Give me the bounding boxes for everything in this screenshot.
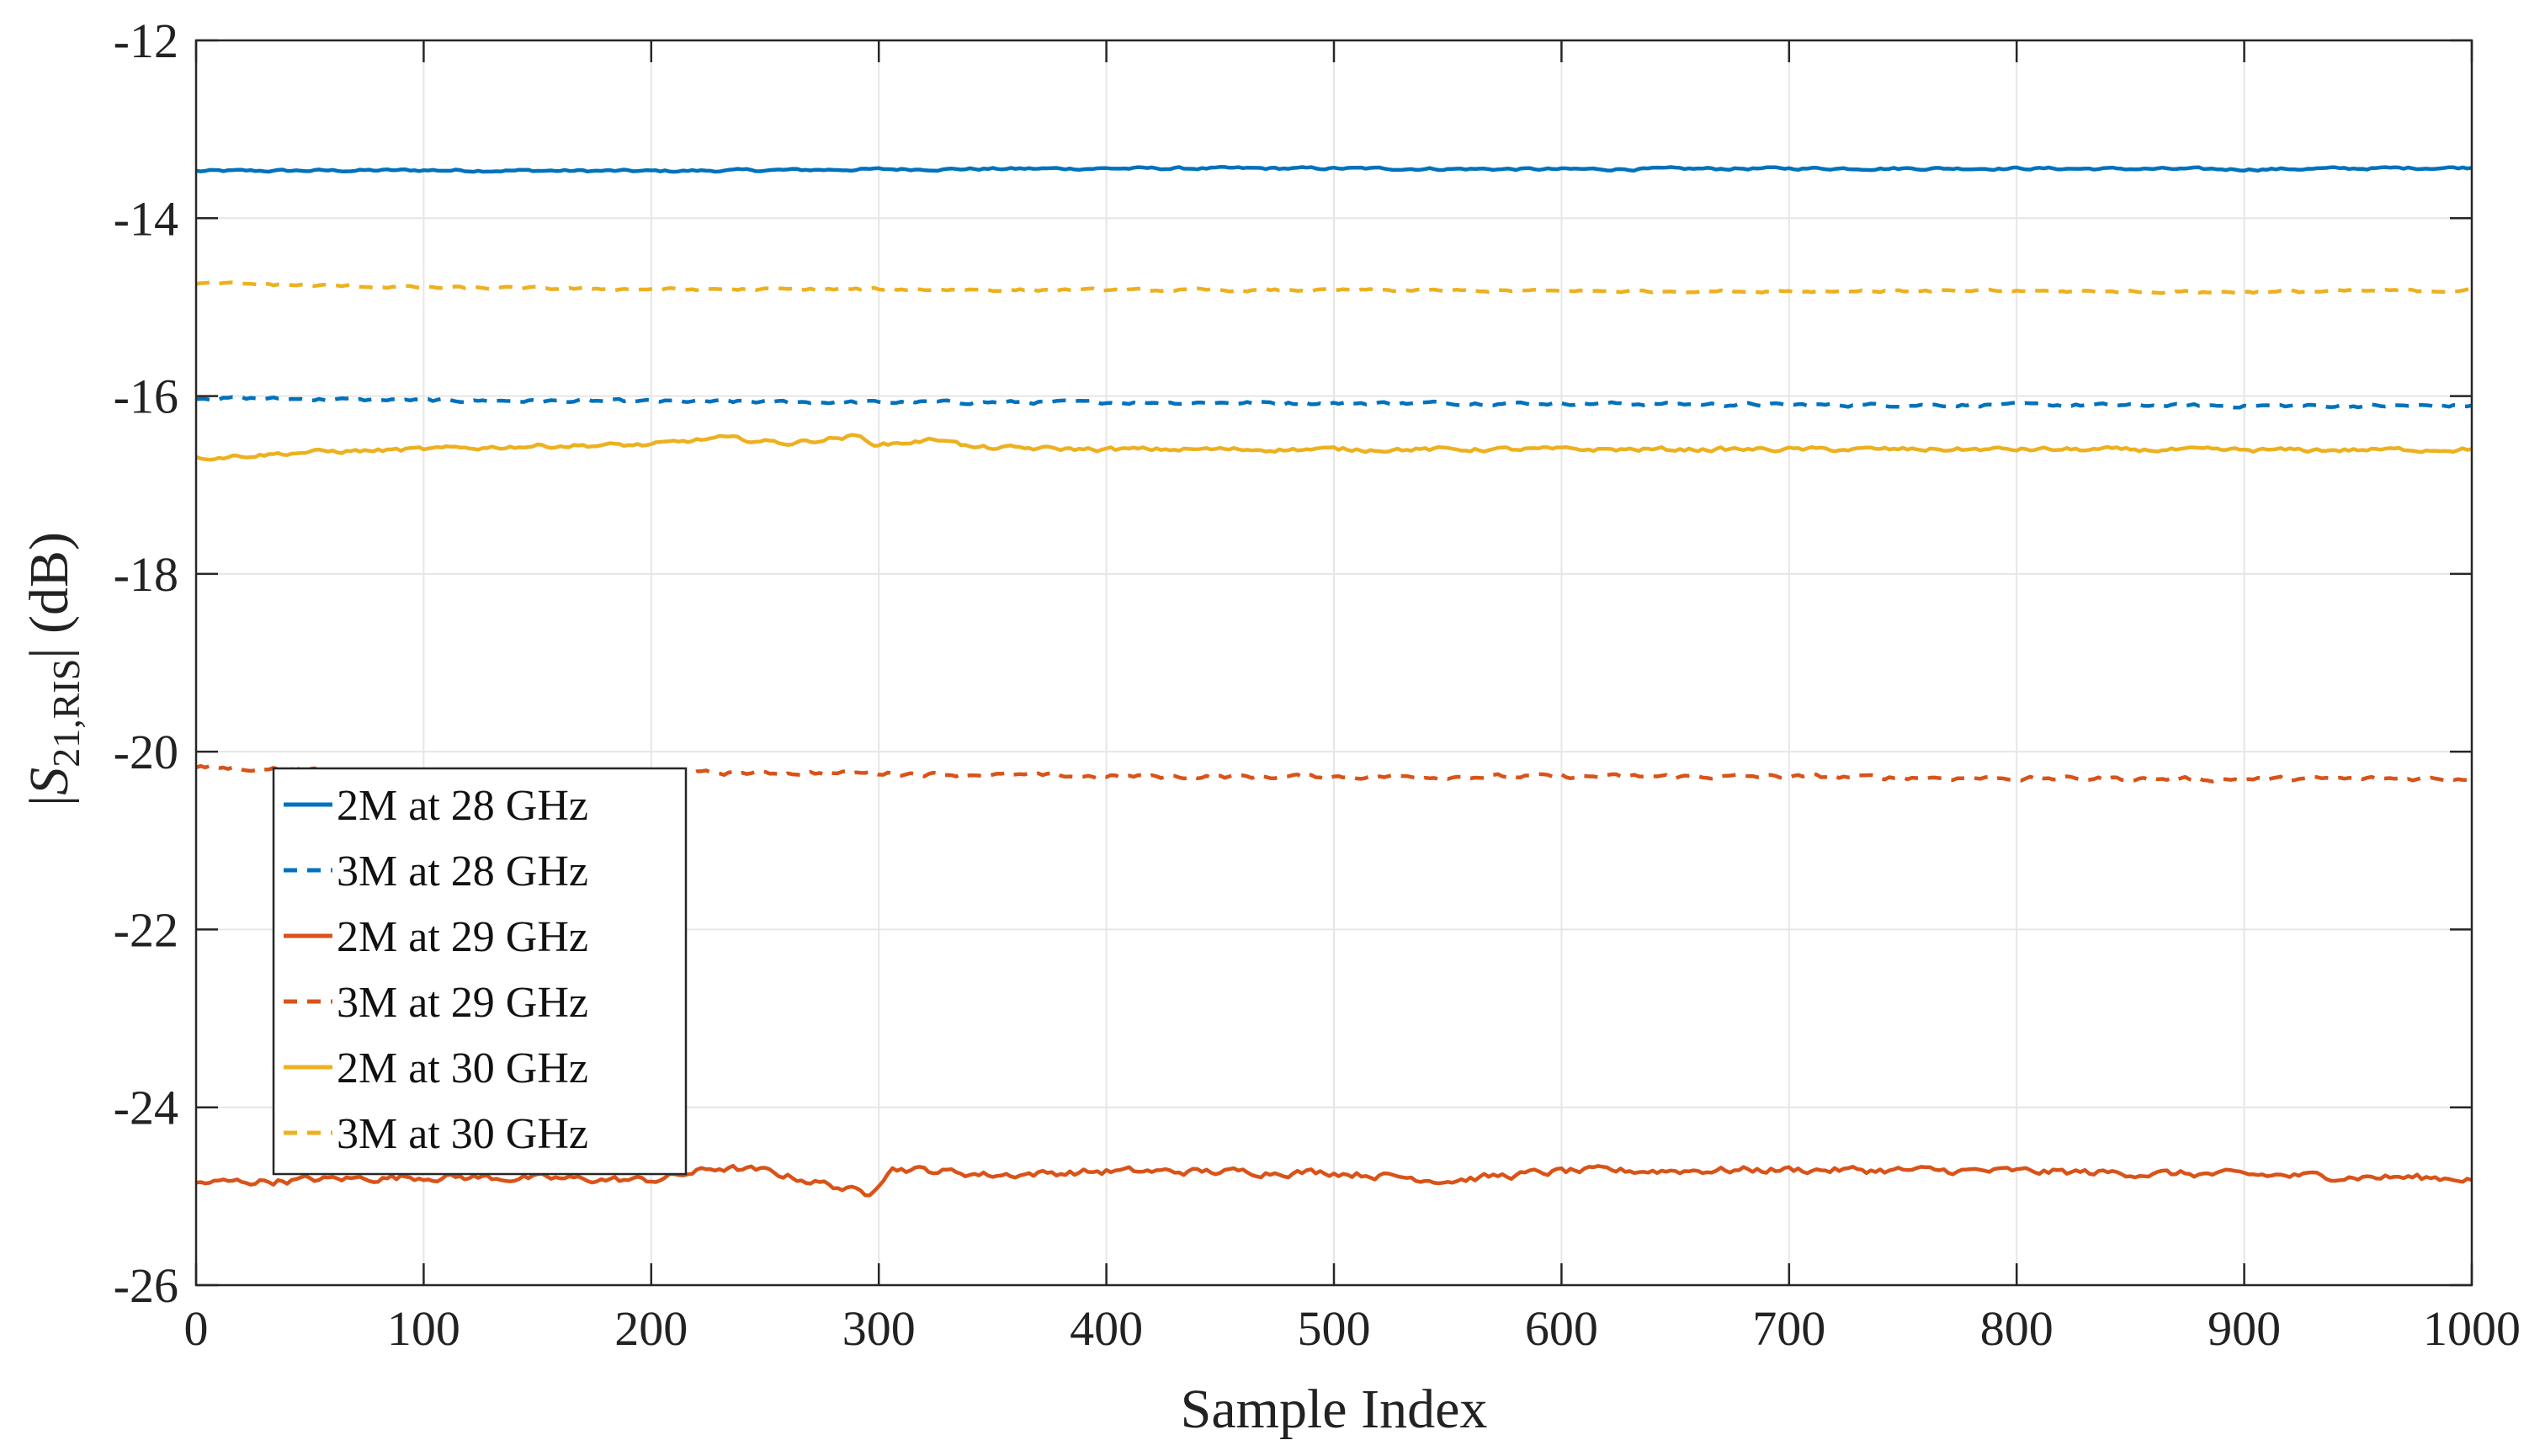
x-tick-label: 400 xyxy=(1070,1301,1143,1356)
y-tick-label: -16 xyxy=(114,369,178,424)
x-tick-label: 900 xyxy=(2208,1301,2281,1356)
legend-label: 2M at 30 GHz xyxy=(337,1044,588,1092)
legend-label: 2M at 28 GHz xyxy=(337,782,588,830)
series-line xyxy=(195,1163,2473,1198)
y-axis-label-var: S xyxy=(19,768,80,795)
legend-label: 3M at 28 GHz xyxy=(337,848,588,895)
legend-label: 2M at 29 GHz xyxy=(337,913,588,961)
x-axis-label: Sample Index xyxy=(1181,1379,1488,1440)
y-tick-label: -24 xyxy=(114,1081,178,1135)
legend-label: 3M at 30 GHz xyxy=(337,1110,588,1158)
y-tick-label: -14 xyxy=(114,191,178,246)
series-line xyxy=(195,763,2473,784)
x-tick-label: 1000 xyxy=(2423,1301,2521,1356)
x-tick-label: 300 xyxy=(842,1301,916,1356)
y-tick-label: -20 xyxy=(114,725,178,779)
x-tick-label: 700 xyxy=(1752,1301,1825,1356)
grid xyxy=(196,40,2472,1285)
x-tick-labels: 0 100 200 300 400 500 600 700 800 900 1000 xyxy=(184,1301,2521,1356)
y-axis-label-post: | (dB) xyxy=(19,532,80,659)
axes xyxy=(194,39,2473,1287)
series-lines xyxy=(195,165,2473,1198)
series-line xyxy=(195,395,2473,410)
y-tick-label: -26 xyxy=(114,1258,178,1313)
x-tick-label: 0 xyxy=(184,1301,209,1356)
legend-items: 2M at 28 GHz 3M at 28 GHz 2M at 29 GHz 3M a… xyxy=(284,782,588,1158)
series-line xyxy=(195,165,2473,174)
x-tick-label: 100 xyxy=(387,1301,460,1356)
series-line xyxy=(195,433,2473,462)
y-tick-labels: -26 -24 -22 -20 -18 -16 -14 -12 xyxy=(114,13,178,1313)
x-tick-label: 200 xyxy=(614,1301,688,1356)
y-tick-label: -12 xyxy=(114,13,178,68)
legend: 2M at 28 GHz 3M at 28 GHz 2M at 29 GHz 3M a… xyxy=(272,767,688,1176)
legend-box xyxy=(272,767,688,1176)
y-axis-label: |S21,RIS| (dB) xyxy=(19,532,88,806)
y-tick-label: -18 xyxy=(114,547,178,602)
x-tick-label: 500 xyxy=(1298,1301,1371,1356)
legend-label: 3M at 29 GHz xyxy=(337,979,588,1027)
x-tick-label: 800 xyxy=(1980,1301,2054,1356)
x-tick-label: 600 xyxy=(1525,1301,1598,1356)
y-tick-label: -22 xyxy=(114,902,178,957)
series-line xyxy=(195,279,2473,295)
y-axis-label-sub: 21,RIS xyxy=(45,659,88,768)
y-axis-label-pre: | xyxy=(19,795,80,806)
